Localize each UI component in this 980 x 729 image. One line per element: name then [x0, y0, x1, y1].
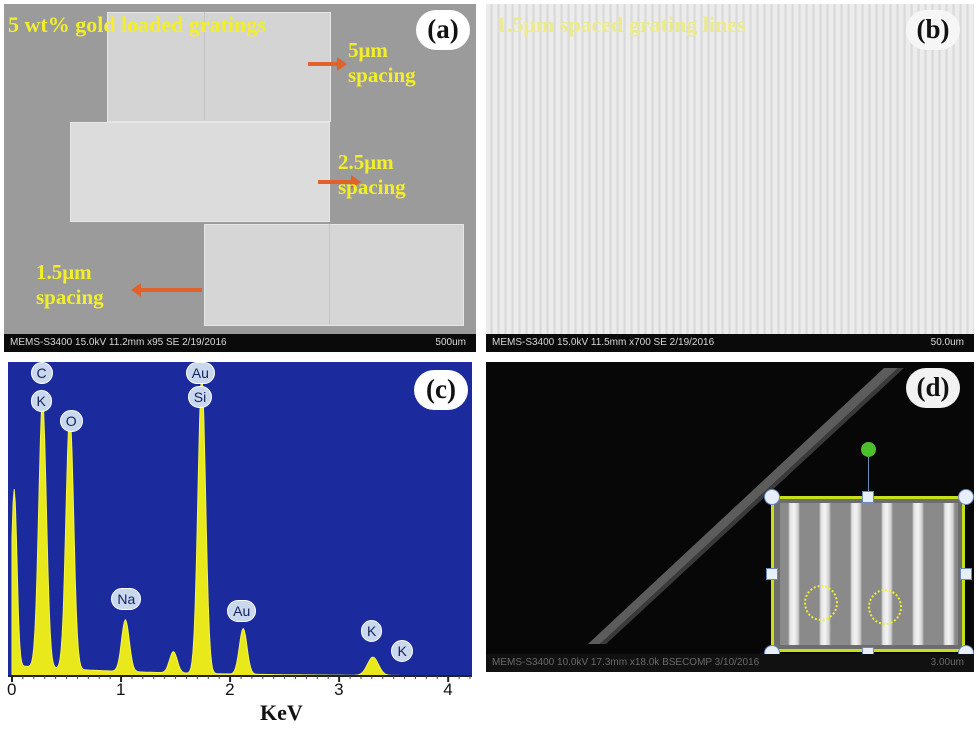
- panel-a-title: 5 wt% gold loaded gratings: [8, 12, 266, 37]
- panel-a-sem-image: 5 wt% gold loaded gratings (a) 5μm spaci…: [4, 4, 476, 352]
- resize-handle-top[interactable]: [862, 491, 874, 503]
- peak-label-o: O: [59, 410, 83, 432]
- x-tick-label: 0: [7, 680, 17, 699]
- panel-b-sem-image: 1.5μm spaced grating lines (b) MEMS-S340…: [486, 4, 974, 352]
- peak-label-au: Au: [227, 600, 257, 622]
- panel-d-sem-image: (d) MEMS-S3400 10.0kV 17.3mm x18.0k BSEC…: [486, 362, 974, 672]
- dotted-circle-marker: [868, 589, 902, 625]
- fiber-image: [588, 368, 904, 644]
- panel-a-info-text: MEMS-S3400 15.0kV 11.2mm x95 SE 2/19/201…: [10, 337, 227, 348]
- chart-plot-area: [8, 362, 472, 676]
- panel-b-title: 1.5μm spaced grating lines: [496, 12, 746, 37]
- fiber-strand: [588, 368, 898, 644]
- rotation-handle[interactable]: [861, 442, 876, 457]
- panel-a-letter: (a): [416, 10, 470, 50]
- label-15um-line1: 1.5μm: [36, 260, 92, 284]
- panel-b-scale: 50.0um: [930, 337, 964, 348]
- inset-stripes: [780, 503, 958, 645]
- resize-handle-top-right[interactable]: [958, 489, 974, 505]
- peak-label-si: Si: [187, 386, 213, 408]
- arrow-25um: [318, 175, 361, 189]
- panel-b-info-bar: MEMS-S3400 15.0kV 11.5mm x700 SE 2/19/20…: [486, 334, 974, 352]
- label-15um-line2: spacing: [36, 285, 104, 309]
- peak-label-k: K: [30, 390, 52, 412]
- inset-grating-image: [771, 496, 965, 652]
- label-25um-line2: spacing: [338, 175, 406, 199]
- label-5um-line1: 5μm: [348, 38, 388, 62]
- panel-b-info-text: MEMS-S3400 15.0kV 11.5mm x700 SE 2/19/20…: [492, 337, 715, 348]
- panel-d-info-bar: MEMS-S3400 10.0kV 17.3mm x18.0k BSECOMP …: [486, 654, 974, 672]
- resize-handle-top-left[interactable]: [764, 489, 780, 505]
- label-25um: 2.5μm spacing: [338, 150, 406, 200]
- label-25um-line1: 2.5μm: [338, 150, 394, 174]
- grating-25um-block: [70, 122, 330, 222]
- arrow-15um: [131, 283, 202, 297]
- peak-label-na: Na: [111, 588, 142, 610]
- panel-b-letter: (b): [906, 10, 960, 50]
- dotted-circle-marker: [804, 585, 838, 621]
- label-15um: 1.5μm spacing: [36, 260, 104, 310]
- panel-a-scale: 500um: [435, 337, 466, 348]
- peak-label-au: Au: [185, 362, 215, 384]
- rotation-handle-line: [868, 456, 869, 496]
- peak-label-c: C: [30, 362, 53, 384]
- panel-a-info-bar: MEMS-S3400 15.0kV 11.2mm x95 SE 2/19/201…: [4, 334, 476, 352]
- panel-c-letter: (c): [414, 370, 468, 410]
- panel-d-scale: 3.00um: [930, 657, 964, 668]
- panel-d-letter: (d): [906, 368, 960, 408]
- arrow-5um: [308, 57, 347, 71]
- x-axis-title: KeV: [260, 700, 303, 725]
- peak-label-layer: C K O Au Si Na Au K K: [4, 362, 476, 682]
- resize-handle-right[interactable]: [960, 568, 972, 580]
- x-tick-label: 2: [225, 680, 235, 699]
- x-axis-ticks: [11, 676, 471, 682]
- peak-label-k: K: [360, 620, 383, 642]
- grating-15um-block: [204, 224, 464, 326]
- peak-label-k: K: [391, 640, 413, 662]
- x-tick-label: 1: [116, 680, 126, 699]
- eds-chart: [8, 362, 472, 682]
- x-tick-label-layer: 0 1 2 3 4: [4, 680, 476, 704]
- grating-divider: [329, 224, 330, 324]
- grating-5um-block: [107, 12, 331, 122]
- fiber-strand-edge: [600, 368, 904, 644]
- x-tick-label: 3: [334, 680, 344, 699]
- resize-handle-left[interactable]: [766, 568, 778, 580]
- grating-divider: [204, 12, 205, 120]
- label-5um: 5μm spacing: [348, 38, 416, 88]
- panel-d-info-text: MEMS-S3400 10.0kV 17.3mm x18.0k BSECOMP …: [492, 657, 760, 668]
- x-tick-label: 4: [443, 680, 453, 699]
- label-5um-line2: spacing: [348, 63, 416, 87]
